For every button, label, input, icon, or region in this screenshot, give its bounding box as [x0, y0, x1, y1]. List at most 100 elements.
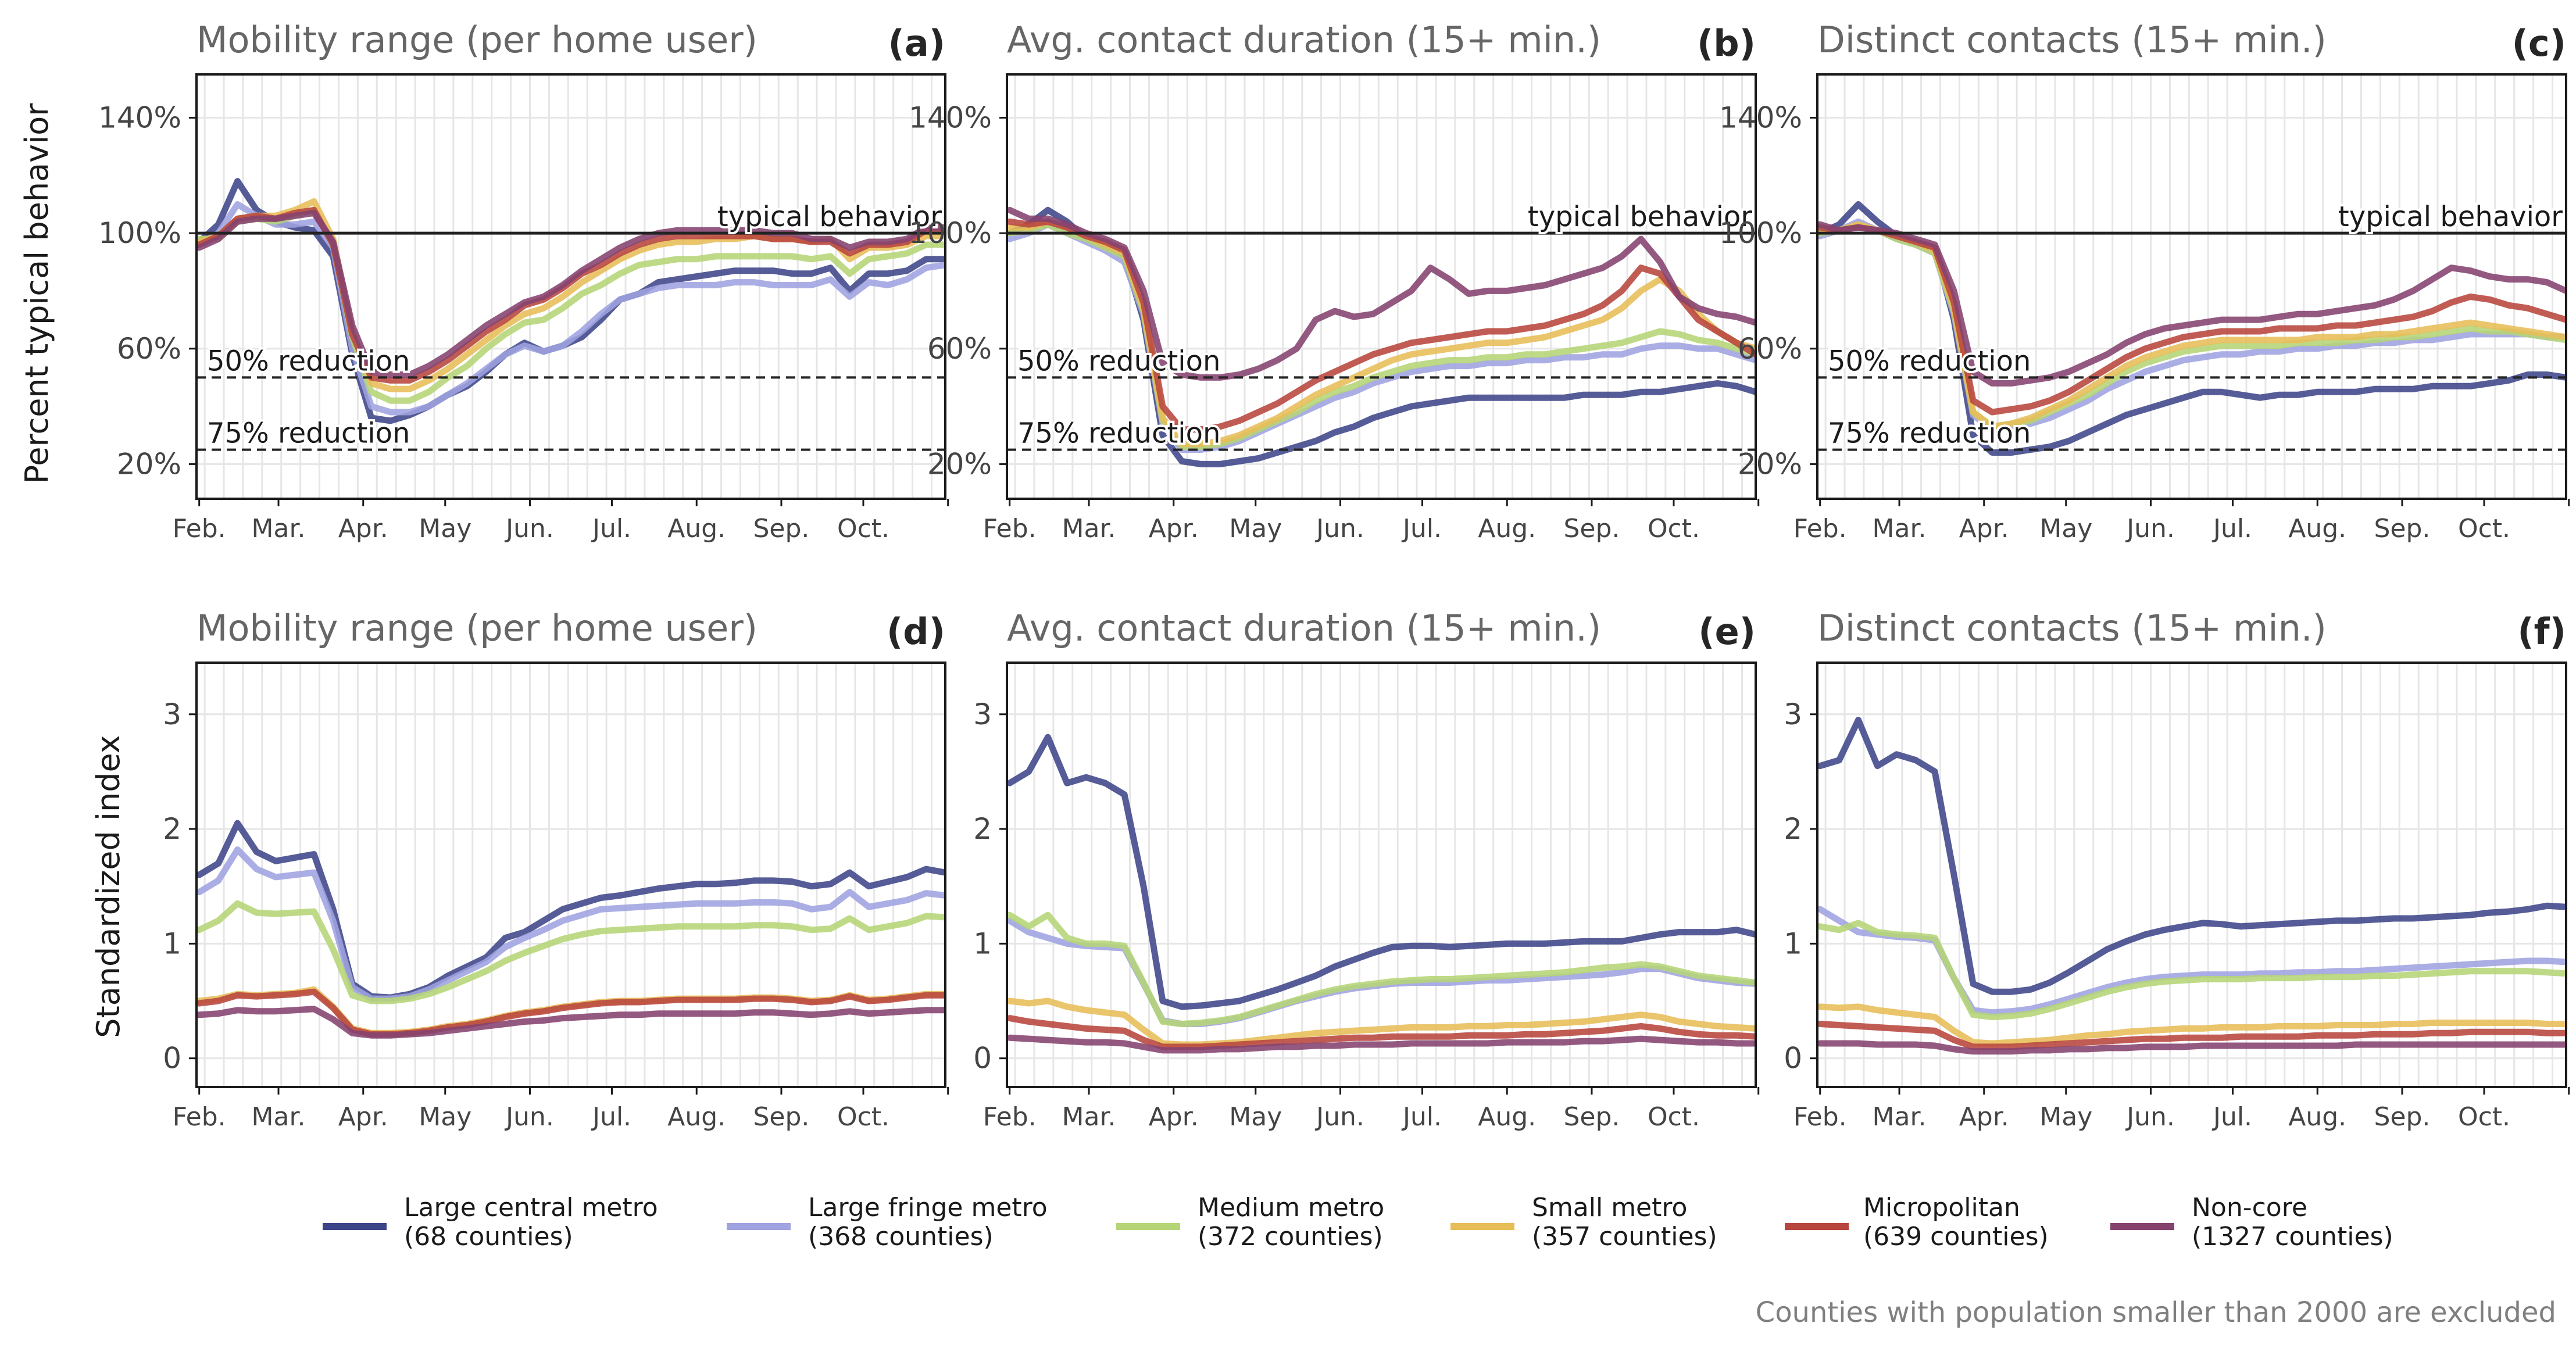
y-tick-label: 1	[973, 927, 992, 960]
series-lines	[196, 820, 945, 1039]
series-lines	[1817, 717, 2566, 1055]
series-line-medium-metro	[1007, 911, 1756, 1027]
legend-label-large-fringe-metro: Large fringe metro	[808, 1193, 1048, 1222]
y-tick-label: 2	[1784, 812, 1802, 846]
legend: Large central metro (68 counties) Large …	[323, 1193, 2393, 1252]
x-tick-label: Jun.	[1314, 514, 1364, 544]
y-tick-label: 60%	[1738, 332, 1802, 366]
y-tick-label: 20%	[117, 447, 181, 481]
series-line-medium-metro	[196, 900, 945, 1004]
panel-tag: (d)	[887, 610, 945, 653]
series-line-medium-metro	[1817, 920, 2566, 1021]
panel-title: Mobility range (per home user)	[196, 607, 758, 649]
x-tick-label: Jul.	[591, 1102, 631, 1132]
reference-label-typical-behavior: typical behavior	[717, 201, 942, 233]
series-line-non-core	[1817, 1040, 2566, 1055]
x-tick-label: Mar.	[1062, 1102, 1116, 1132]
series-line-large-central-metro	[196, 820, 945, 1001]
y-tick-label: 140%	[1719, 101, 1802, 134]
x-tick-label: Feb.	[173, 1102, 226, 1132]
x-tick-label: Apr.	[1959, 514, 2009, 544]
panel-d: Feb. Mar. Apr. May Jun. Jul. Aug. Sep. Oct. 0 1 2 3 M…	[163, 607, 949, 1132]
panel-tag: (a)	[888, 22, 945, 65]
y-tick-label: 100%	[98, 216, 181, 250]
reference-label-typical-behavior: typical behavior	[1528, 201, 1752, 233]
x-tick-label: Jul.	[591, 514, 631, 544]
x-tick-label: Oct.	[837, 1102, 889, 1132]
series-line-micropolitan	[196, 988, 945, 1038]
x-tick-label: Mar.	[1873, 1102, 1927, 1132]
legend-count-medium-metro: (372 counties)	[1198, 1222, 1383, 1252]
y-tick-label: 20%	[927, 447, 992, 481]
x-tick-label: May	[2039, 1102, 2092, 1132]
panel-title: Distinct contacts (15+ min.)	[1817, 19, 2327, 61]
footnote: Counties with population smaller than 20…	[1755, 1296, 2556, 1329]
x-tick-label: May	[1229, 1102, 1282, 1132]
legend-count-non-core: (1327 counties)	[2192, 1222, 2393, 1252]
series-line-small-metro	[1007, 218, 1756, 448]
x-tick-label: Jun.	[2125, 1102, 2175, 1132]
series-line-large-central-metro	[1007, 734, 1756, 1010]
panel-tag: (c)	[2512, 22, 2566, 65]
series-line-small-metro	[1817, 1003, 2566, 1047]
x-tick-label: Mar.	[1062, 514, 1116, 544]
panel-b: typical behavior 50% reduction 75% reducti…	[909, 19, 1760, 544]
y-axis-label-bottom: Standardized index	[90, 735, 127, 1038]
series-lines	[196, 178, 945, 424]
y-tick-label: 20%	[1738, 447, 1802, 481]
y-tick-label: 2	[973, 812, 992, 846]
legend-label-small-metro: Small metro	[1532, 1193, 1687, 1222]
y-tick-label: 100%	[1719, 216, 1802, 250]
reference-label-50-reduction: 50% reduction	[1017, 345, 1220, 377]
panel-c: typical behavior 50% reduction 75% reducti…	[1719, 19, 2570, 544]
y-tick-label: 0	[1784, 1042, 1802, 1075]
x-tick-label: Aug.	[1478, 1102, 1536, 1132]
x-tick-label: Sep.	[2374, 1102, 2430, 1132]
reference-label-50-reduction: 50% reduction	[1828, 345, 2031, 377]
x-tick-label: Mar.	[252, 514, 306, 544]
panel-title: Distinct contacts (15+ min.)	[1817, 607, 2327, 649]
series-line-large-fringe-metro	[196, 201, 945, 416]
panel-a: typical behavior 50% reduction 75% reducti…	[98, 19, 949, 544]
panel-title: Avg. contact duration (15+ min.)	[1007, 19, 1601, 61]
series-line-non-core	[196, 1006, 945, 1039]
x-tick-label: May	[419, 1102, 471, 1132]
plot-frame	[195, 73, 946, 500]
y-tick-label: 2	[163, 812, 181, 846]
legend-label-non-core: Non-core	[2192, 1193, 2307, 1222]
plot-frame	[1006, 73, 1757, 500]
series-line-micropolitan	[1817, 1021, 2566, 1050]
x-tick-label: Jul.	[1401, 514, 1442, 544]
x-tick-label: Oct.	[2458, 1102, 2510, 1132]
series-lines	[1007, 734, 1756, 1054]
panel-f: Feb. Mar. Apr. May Jun. Jul. Aug. Sep. Oct. 0 1 2 3 D…	[1784, 607, 2570, 1132]
x-tick-label: Sep.	[753, 1102, 809, 1132]
series-line-small-metro	[1007, 997, 1756, 1048]
series-line-micropolitan	[1007, 1015, 1756, 1050]
panel-tag: (b)	[1697, 22, 1756, 65]
y-tick-label: 3	[1784, 698, 1802, 731]
plot-frame	[1816, 662, 2567, 1088]
legend-count-micropolitan: (639 counties)	[1863, 1222, 2049, 1252]
panel-tag: (f)	[2517, 610, 2566, 653]
x-tick-label: Feb.	[983, 1102, 1037, 1132]
y-tick-label: 0	[973, 1042, 992, 1075]
y-tick-label: 3	[973, 698, 992, 731]
series-line-non-core	[1007, 1034, 1756, 1054]
x-tick-label: Jul.	[2211, 1102, 2252, 1132]
x-tick-label: Feb.	[983, 514, 1037, 544]
y-tick-label: 140%	[909, 101, 992, 134]
legend-label-medium-metro: Medium metro	[1198, 1193, 1384, 1222]
x-tick-label: Aug.	[2288, 1102, 2346, 1132]
legend-label-micropolitan: Micropolitan	[1863, 1193, 2020, 1222]
grid	[1007, 663, 1756, 1087]
x-tick-label: Apr.	[1149, 1102, 1199, 1132]
legend-count-small-metro: (357 counties)	[1532, 1222, 1717, 1252]
legend-label-large-central-metro: Large central metro	[404, 1193, 658, 1222]
x-tick-label: Apr.	[338, 514, 388, 544]
reference-label-50-reduction: 50% reduction	[207, 345, 410, 377]
x-tick-label: Aug.	[2288, 514, 2346, 544]
reference-label-75-reduction: 75% reduction	[207, 417, 410, 450]
panel-e: Feb. Mar. Apr. May Jun. Jul. Aug. Sep. Oct. 0 1 2 3 A…	[973, 607, 1760, 1132]
reference-label-75-reduction: 75% reduction	[1017, 417, 1220, 450]
